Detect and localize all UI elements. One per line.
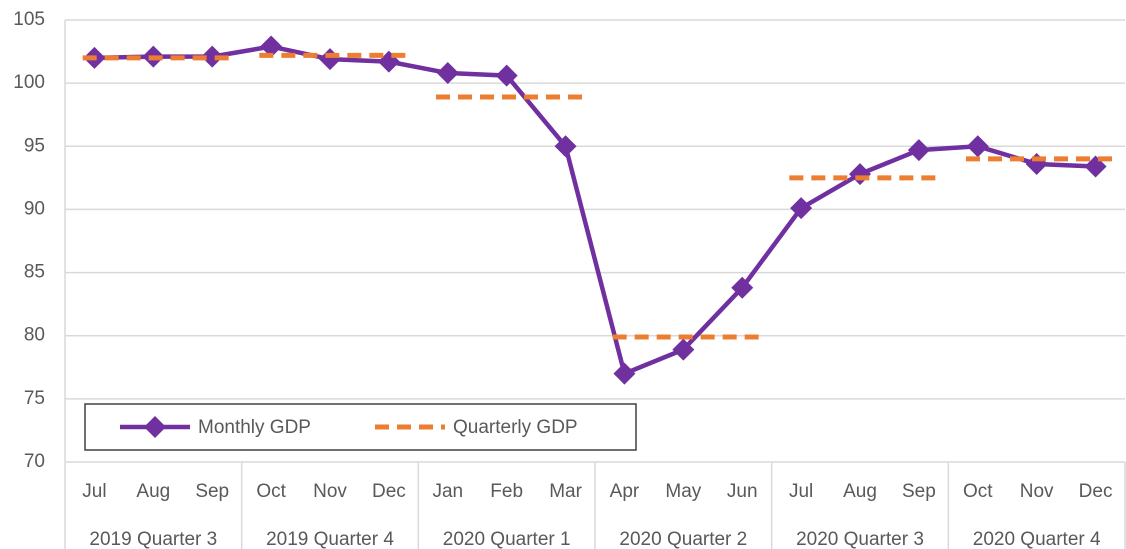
legend-label: Monthly GDP	[198, 417, 311, 438]
y-tick-label: 70	[24, 451, 45, 472]
x-tick-label: Sep	[902, 481, 936, 502]
x-tick-label: Aug	[843, 481, 877, 502]
point	[613, 362, 636, 385]
x-tick-label: Oct	[963, 481, 993, 502]
group-label: 2020 Quarter 1	[443, 529, 571, 549]
y-tick-label: 95	[24, 135, 45, 156]
point	[672, 338, 695, 361]
x-tick-label: Nov	[1020, 481, 1054, 502]
x-tick-label: Mar	[549, 481, 582, 502]
point	[495, 64, 518, 87]
x-tick-label: May	[665, 481, 701, 502]
x-tick-label: Apr	[610, 481, 640, 502]
point	[260, 35, 283, 58]
point	[849, 163, 871, 186]
point	[201, 45, 224, 68]
group-label: 2020 Quarter 2	[619, 529, 747, 549]
point	[436, 62, 459, 85]
point	[907, 139, 930, 162]
group-label: 2020 Quarter 4	[973, 529, 1101, 549]
x-tick-label: Feb	[490, 481, 523, 502]
y-tick-label: 85	[24, 262, 45, 283]
x-tick-label: Nov	[313, 481, 347, 502]
x-tick-label: Sep	[195, 481, 229, 502]
x-tick-label: Aug	[136, 481, 170, 502]
y-tick-label: 80	[24, 325, 45, 346]
point	[731, 276, 754, 299]
legend-marker	[144, 416, 166, 438]
x-tick-label: Jul	[82, 481, 106, 502]
group-label: 2020 Quarter 3	[796, 529, 924, 549]
point	[554, 135, 577, 158]
group-label: 2019 Quarter 3	[89, 529, 217, 549]
x-tick-label: Dec	[1079, 481, 1113, 502]
y-tick-label: 105	[13, 9, 45, 30]
y-tick-label: 75	[24, 388, 45, 409]
point	[1025, 152, 1048, 175]
legend-label: Quarterly GDP	[453, 417, 578, 438]
x-tick-label: Dec	[372, 481, 406, 502]
x-tick-label: Oct	[256, 481, 286, 502]
point	[790, 197, 813, 220]
x-tick-label: Jun	[727, 481, 758, 502]
x-tick-label: Jul	[789, 481, 813, 502]
group-label: 2019 Quarter 4	[266, 529, 394, 549]
y-tick-label: 90	[24, 198, 45, 219]
x-tick-label: Jan	[432, 481, 463, 502]
point	[319, 48, 341, 71]
point	[966, 135, 989, 158]
y-tick-label: 100	[13, 72, 45, 93]
